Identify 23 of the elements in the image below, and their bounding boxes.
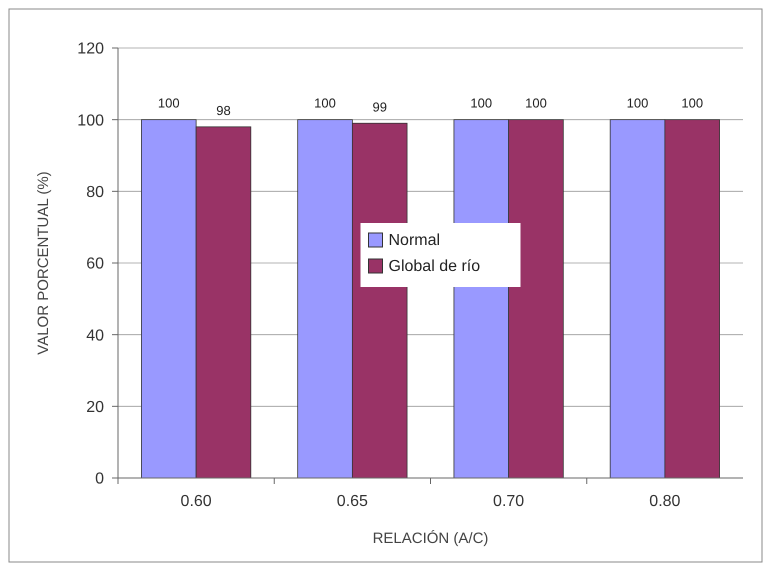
y-tick-label: 60 xyxy=(86,256,104,273)
y-tick-label: 20 xyxy=(86,398,104,416)
y-tick-label: 0 xyxy=(95,470,104,488)
y-axis-title: VALOR PORCENTUAL (%) xyxy=(35,171,52,355)
x-tick-label: 0.60 xyxy=(180,493,212,510)
x-axis-title: RELACIÓN (A/C) xyxy=(372,529,488,547)
x-tick-label: 0.70 xyxy=(493,493,524,510)
y-tick-label: 120 xyxy=(77,40,104,58)
data-label: 100 xyxy=(314,96,336,111)
y-tick-label: 80 xyxy=(86,184,104,201)
data-label: 99 xyxy=(372,99,387,114)
legend-label: Normal xyxy=(388,232,440,249)
y-tick-label: 100 xyxy=(77,112,104,130)
data-label: 100 xyxy=(525,96,547,111)
y-tick-label: 40 xyxy=(86,327,104,344)
data-label: 98 xyxy=(216,102,231,118)
data-label: 100 xyxy=(681,96,704,111)
data-label: 100 xyxy=(158,96,180,111)
data-label: 100 xyxy=(470,96,492,111)
x-tick-label: 0.80 xyxy=(649,493,681,510)
x-tick-label: 0.65 xyxy=(336,493,368,510)
legend-label: Global de río xyxy=(388,258,480,275)
data-label: 100 xyxy=(626,96,648,111)
